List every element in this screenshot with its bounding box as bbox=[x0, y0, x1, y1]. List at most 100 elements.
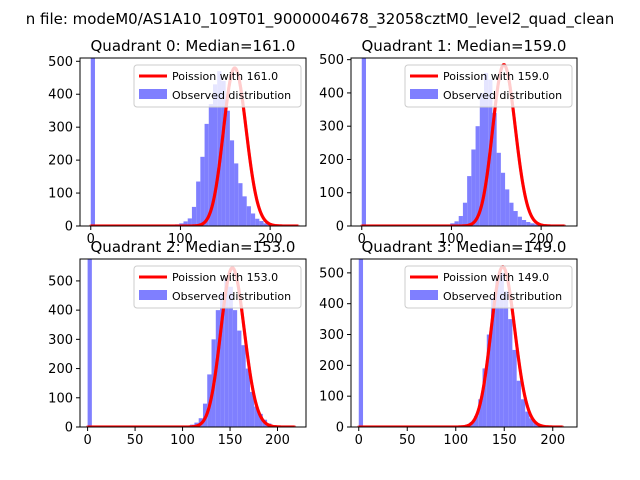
histogram-bar bbox=[237, 330, 242, 427]
y-tick-label: 500 bbox=[48, 55, 73, 70]
histogram-bar bbox=[533, 422, 539, 427]
legend-bar-swatch bbox=[139, 89, 167, 99]
figure-suptitle: n file: modeM0/AS1A10_109T01_9000004678_… bbox=[26, 10, 615, 29]
histogram-bar bbox=[512, 349, 517, 427]
subplot-quadrant-3: 0 50 100 150 200 0 100 200 300 400 500 Poission wit… bbox=[319, 238, 578, 448]
histogram-bar bbox=[471, 149, 476, 226]
y-tick-label: 0 bbox=[65, 220, 73, 235]
legend-box bbox=[133, 64, 302, 108]
histogram-bar bbox=[232, 310, 238, 427]
histogram-bar bbox=[255, 218, 260, 226]
y-tick-label: 400 bbox=[319, 86, 344, 101]
y-tick-label: 100 bbox=[48, 391, 73, 406]
histogram-bar bbox=[90, 58, 95, 226]
histogram-bar bbox=[220, 292, 225, 427]
histogram-bar bbox=[499, 272, 504, 427]
histogram-bar bbox=[529, 418, 534, 427]
y-tick-label: 500 bbox=[319, 53, 344, 68]
y-tick-label: 200 bbox=[319, 359, 344, 374]
legend-label-observed: Observed distribution bbox=[172, 89, 291, 102]
y-tick-label: 100 bbox=[48, 187, 73, 202]
histogram-bar bbox=[234, 163, 239, 226]
histogram-bar bbox=[187, 218, 192, 226]
histogram-bar bbox=[491, 297, 496, 427]
histogram-bar bbox=[492, 112, 497, 226]
histogram-bar bbox=[242, 196, 247, 226]
y-tick-label: 100 bbox=[319, 186, 344, 201]
histogram-bar bbox=[521, 220, 527, 226]
y-tick-label: 400 bbox=[48, 88, 73, 103]
subplot-title: Quadrant 0: Median=161.0 bbox=[91, 37, 296, 55]
legend-label-poisson: Poission with 161.0 bbox=[172, 70, 278, 83]
x-tick-label: 0 bbox=[358, 232, 366, 247]
axes-frame bbox=[79, 258, 307, 428]
legend-label-observed: Observed distribution bbox=[443, 89, 562, 102]
histogram-bar bbox=[509, 202, 514, 226]
histogram-bar bbox=[249, 391, 255, 427]
y-tick-label: 200 bbox=[319, 153, 344, 168]
legend-label-poisson: Poission with 153.0 bbox=[172, 271, 278, 284]
x-tick-label: 100 bbox=[170, 433, 195, 448]
x-tick-label: 0 bbox=[355, 433, 363, 448]
histogram-bar bbox=[358, 259, 364, 427]
y-tick-label: 200 bbox=[48, 362, 73, 377]
subplot-title: Quadrant 1: Median=159.0 bbox=[362, 37, 567, 55]
histogram-bar bbox=[225, 110, 230, 226]
histogram-bar bbox=[196, 181, 201, 226]
histogram-bar bbox=[526, 222, 531, 226]
subplot-title: Quadrant 3: Median=149.0 bbox=[362, 238, 567, 256]
histogram-bar bbox=[513, 211, 518, 226]
histogram-bar bbox=[479, 92, 484, 226]
y-tick-label: 400 bbox=[48, 304, 73, 319]
y-tick-label: 500 bbox=[319, 266, 344, 281]
histogram-bar bbox=[516, 380, 521, 427]
histogram-bar bbox=[454, 221, 459, 226]
histogram-bar bbox=[478, 399, 483, 427]
axes-frame bbox=[79, 57, 307, 227]
subplots: 0 100 200 0 100 200 300 400 500 Poission with 161… bbox=[48, 37, 578, 448]
histogram-bar bbox=[484, 72, 489, 226]
histogram-bar bbox=[229, 140, 235, 226]
plot-area bbox=[86, 259, 297, 427]
legend-label-poisson: Poission with 159.0 bbox=[443, 70, 549, 83]
histogram-bar bbox=[204, 123, 209, 226]
histogram-bar bbox=[517, 216, 522, 226]
histogram-bar bbox=[495, 279, 500, 427]
histogram-bar bbox=[534, 224, 539, 226]
legend-box bbox=[404, 265, 573, 309]
y-tick-label: 300 bbox=[319, 328, 344, 343]
histogram-bar bbox=[217, 71, 222, 226]
x-tick-label: 100 bbox=[439, 232, 464, 247]
histogram-bar bbox=[224, 277, 229, 427]
histogram-bar bbox=[525, 411, 530, 427]
histogram-bar bbox=[467, 176, 472, 226]
legend-bar-swatch bbox=[410, 290, 438, 300]
subplot-quadrant-2: 0 50 100 150 200 0 100 200 300 400 500 Poission wit… bbox=[48, 238, 307, 448]
histogram-bar bbox=[361, 58, 366, 226]
legend-label-poisson: Poission with 149.0 bbox=[443, 271, 549, 284]
x-tick-label: 200 bbox=[540, 433, 565, 448]
histogram-bar bbox=[241, 345, 246, 427]
histogram-bar bbox=[263, 223, 268, 226]
y-tick-label: 300 bbox=[48, 333, 73, 348]
legend-label-observed: Observed distribution bbox=[172, 290, 291, 303]
histogram-bar bbox=[238, 183, 243, 226]
histogram-bar bbox=[462, 202, 468, 226]
histogram-bar bbox=[191, 206, 197, 226]
y-tick-label: 0 bbox=[336, 220, 344, 235]
legend-box bbox=[404, 64, 573, 108]
subplot-quadrant-0: 0 100 200 0 100 200 300 400 500 Poission with 161… bbox=[48, 37, 307, 247]
histogram-bar bbox=[221, 81, 226, 226]
x-tick-label: 0 bbox=[87, 232, 95, 247]
histogram-bar bbox=[259, 221, 264, 226]
y-tick-label: 300 bbox=[48, 121, 73, 136]
x-tick-label: 200 bbox=[265, 433, 290, 448]
x-tick-label: 200 bbox=[258, 232, 283, 247]
histogram-bar bbox=[254, 406, 259, 427]
histogram-bar bbox=[246, 206, 251, 226]
subplot-title: Quadrant 2: Median=153.0 bbox=[91, 238, 296, 256]
histogram-bar bbox=[508, 319, 513, 427]
histogram-bar bbox=[458, 216, 463, 226]
histogram-bar bbox=[482, 368, 487, 427]
